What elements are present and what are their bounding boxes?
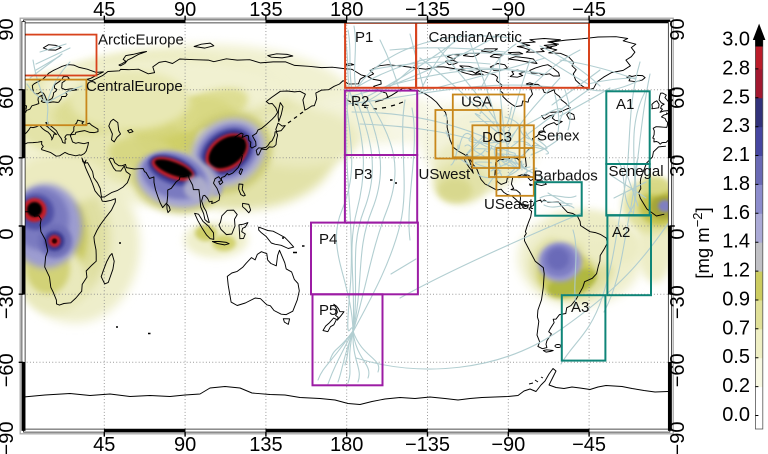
- svg-text:USeast: USeast: [484, 196, 534, 213]
- svg-text:0.0: 0.0: [722, 404, 750, 426]
- svg-text:90: 90: [174, 0, 196, 21]
- svg-text:0: 0: [0, 228, 18, 239]
- svg-text:Barbados: Barbados: [534, 168, 598, 185]
- svg-text:−135: −135: [405, 434, 450, 454]
- svg-text:−90: −90: [667, 422, 689, 454]
- svg-text:60: 60: [0, 87, 18, 109]
- svg-text:−90: −90: [491, 0, 525, 21]
- svg-text:1.6: 1.6: [722, 202, 750, 224]
- svg-text:180: 180: [330, 0, 363, 21]
- svg-text:P4: P4: [319, 231, 337, 248]
- svg-text:A1: A1: [616, 96, 634, 113]
- svg-text:3.0: 3.0: [722, 29, 750, 51]
- svg-text:DC3: DC3: [482, 129, 512, 146]
- svg-text:−30: −30: [0, 285, 18, 319]
- svg-text:180: 180: [330, 434, 363, 454]
- svg-text:2.3: 2.3: [722, 115, 750, 137]
- svg-text:−90: −90: [491, 434, 525, 454]
- svg-text:2.1: 2.1: [722, 144, 750, 166]
- svg-text:USA: USA: [461, 94, 492, 111]
- svg-text:USwest: USwest: [419, 166, 472, 183]
- svg-text:A2: A2: [612, 224, 630, 241]
- svg-text:Senex: Senex: [537, 128, 580, 145]
- svg-text:−135: −135: [405, 0, 450, 21]
- svg-text:90: 90: [667, 18, 689, 40]
- svg-text:30: 30: [0, 155, 18, 177]
- svg-text:0.9: 0.9: [722, 289, 750, 311]
- svg-text:−60: −60: [667, 353, 689, 387]
- svg-text:1.4: 1.4: [722, 231, 750, 253]
- svg-text:45: 45: [93, 434, 115, 454]
- svg-text:−45: −45: [572, 434, 606, 454]
- svg-text:2.5: 2.5: [722, 86, 750, 108]
- svg-text:P1: P1: [355, 29, 373, 46]
- svg-text:30: 30: [667, 155, 689, 177]
- svg-text:90: 90: [174, 434, 196, 454]
- svg-text:CentralEurope: CentralEurope: [86, 78, 183, 95]
- svg-text:ArcticEurope: ArcticEurope: [98, 32, 184, 49]
- svg-text:90: 90: [0, 18, 18, 40]
- svg-text:135: 135: [249, 434, 282, 454]
- svg-text:0.7: 0.7: [722, 317, 750, 339]
- svg-text:−45: −45: [572, 0, 606, 21]
- svg-text:Senegal: Senegal: [609, 163, 664, 180]
- svg-text:0: 0: [667, 228, 689, 239]
- svg-text:P2: P2: [351, 93, 369, 110]
- svg-text:2.8: 2.8: [722, 57, 750, 79]
- svg-text:45: 45: [93, 0, 115, 21]
- svg-text:CandianArctic: CandianArctic: [429, 29, 523, 46]
- svg-text:P3: P3: [354, 166, 372, 183]
- svg-text:1.8: 1.8: [722, 173, 750, 195]
- svg-text:−30: −30: [667, 285, 689, 319]
- svg-text:P5: P5: [319, 302, 337, 319]
- svg-text:135: 135: [249, 0, 282, 21]
- svg-text:0.2: 0.2: [722, 375, 750, 397]
- svg-text:60: 60: [667, 87, 689, 109]
- svg-text:1.2: 1.2: [722, 260, 750, 282]
- svg-text:A3: A3: [571, 299, 589, 316]
- svg-text:−60: −60: [0, 353, 18, 387]
- svg-text:0.5: 0.5: [722, 346, 750, 368]
- svg-text:−90: −90: [0, 422, 18, 454]
